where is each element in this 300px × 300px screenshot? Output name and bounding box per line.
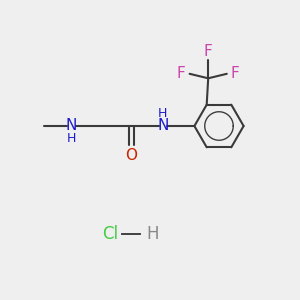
Text: H: H bbox=[67, 132, 76, 145]
Text: F: F bbox=[204, 44, 213, 59]
Text: O: O bbox=[125, 148, 137, 164]
Text: Cl: Cl bbox=[102, 225, 119, 243]
Text: F: F bbox=[177, 66, 186, 81]
Text: H: H bbox=[158, 107, 168, 120]
Text: N: N bbox=[157, 118, 169, 134]
Text: F: F bbox=[231, 66, 240, 81]
Text: N: N bbox=[66, 118, 77, 134]
Text: H: H bbox=[146, 225, 159, 243]
